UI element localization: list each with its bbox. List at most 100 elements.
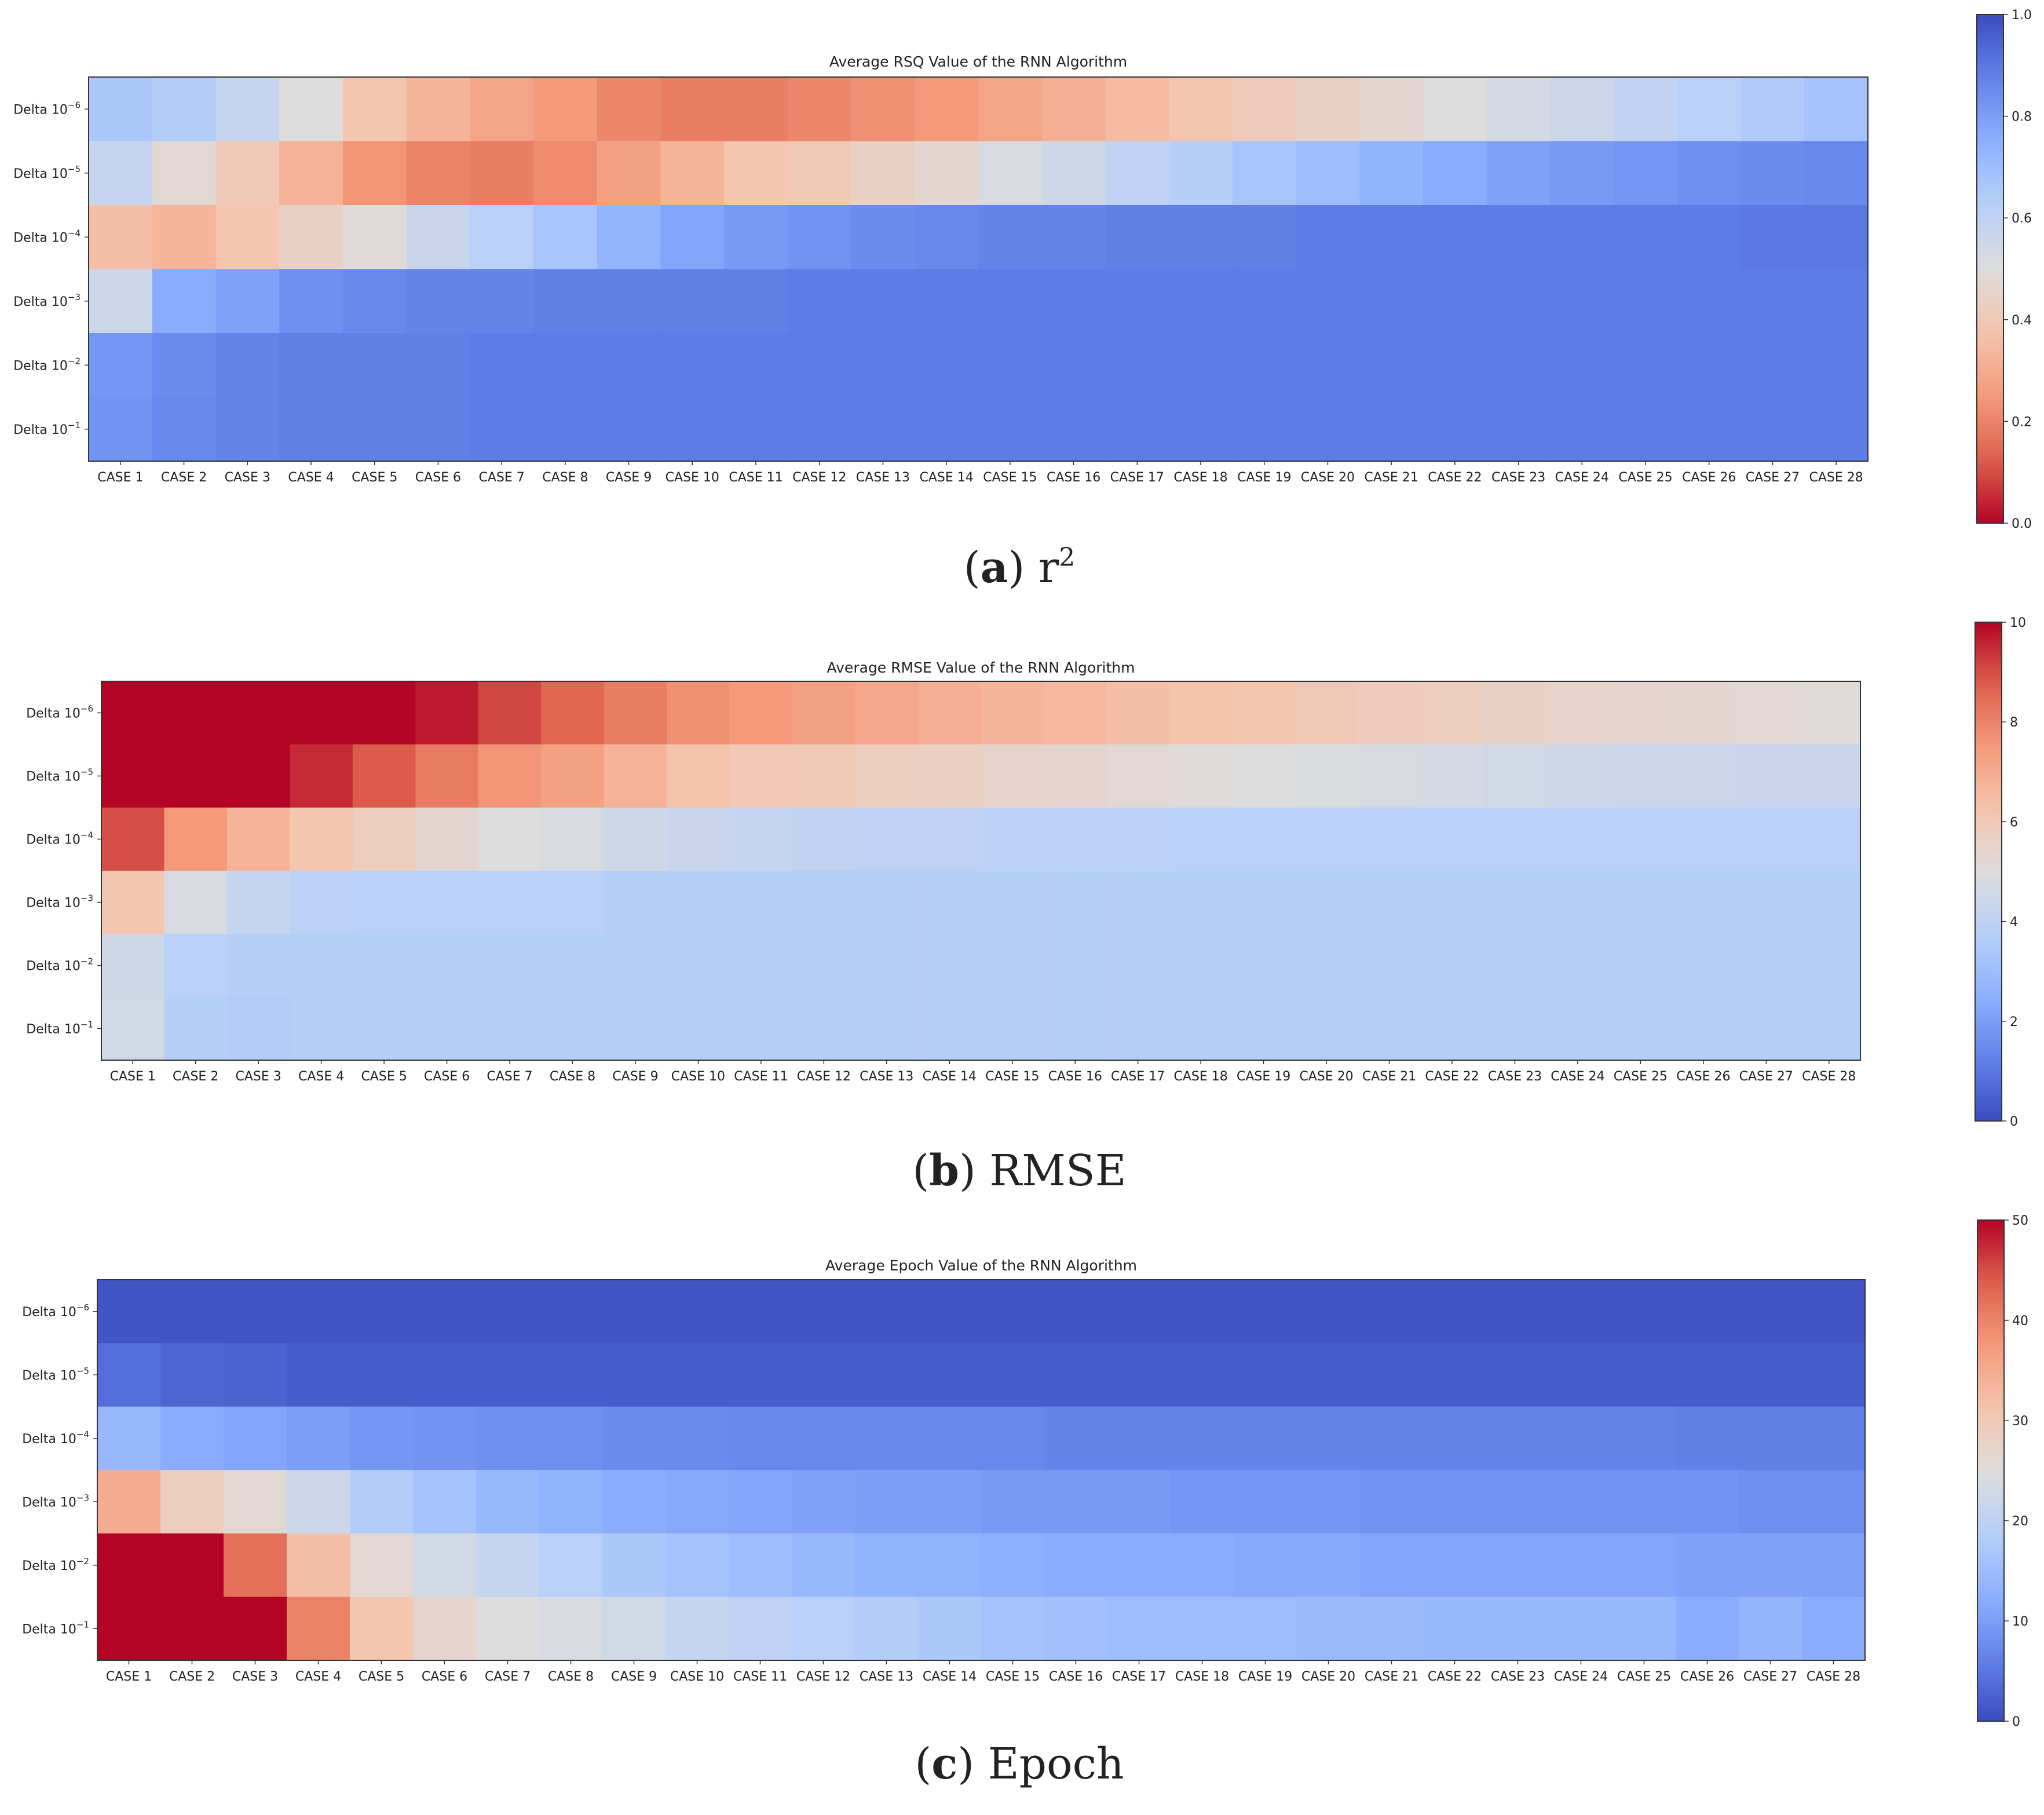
- y-tick-label: Delta 10−4: [26, 830, 93, 848]
- heatmap-cell: [855, 1343, 919, 1407]
- heatmap-cell: [1358, 808, 1421, 871]
- heatmap-cell: [918, 1533, 982, 1598]
- heatmap-cell: [1423, 1280, 1487, 1344]
- x-tick-label: CASE 5: [352, 470, 397, 485]
- heatmap-cell: [1043, 681, 1107, 745]
- heatmap-cell: [1802, 1407, 1866, 1471]
- heatmap-cell: [602, 1407, 666, 1471]
- heatmap-cell: [1106, 808, 1170, 871]
- heatmap-cell: [666, 1533, 729, 1598]
- heatmap-cell: [918, 1597, 982, 1661]
- heatmap-cell: [978, 333, 1043, 398]
- heatmap-cell: [406, 397, 471, 462]
- heatmap-cell: [855, 1280, 919, 1344]
- heatmap-cell: [1483, 744, 1547, 808]
- heatmap-cell: [666, 1597, 729, 1661]
- heatmap-cell: [1420, 744, 1484, 808]
- heatmap-cell: [89, 141, 153, 206]
- x-tick-label: CASE 19: [1238, 1670, 1292, 1684]
- heatmap-cell: [1804, 397, 1869, 462]
- heatmap-cell: [981, 681, 1044, 745]
- heatmap-cell: [660, 397, 725, 462]
- heatmap-cell: [1044, 1407, 1108, 1471]
- heatmap-cell: [729, 1407, 792, 1471]
- heatmap-cell: [792, 997, 856, 1061]
- heatmap-cell: [1804, 205, 1869, 270]
- x-tick-label: CASE 9: [606, 470, 652, 485]
- colorbar-tick-label: 4: [2010, 915, 2018, 930]
- heatmap-cell: [1041, 205, 1106, 270]
- heatmap-cell: [1797, 934, 1861, 998]
- heatmap-cell: [1107, 1533, 1171, 1598]
- colorbar-tick-label: 10: [2010, 616, 2026, 630]
- heatmap-cell: [1672, 934, 1735, 998]
- heatmap-cell: [1360, 1407, 1424, 1471]
- heatmap-cell: [602, 1597, 666, 1661]
- heatmap-cell: [1423, 1470, 1487, 1534]
- heatmap-cell: [729, 1280, 792, 1344]
- heatmap-cell: [89, 77, 153, 142]
- x-tick-label: CASE 4: [288, 470, 334, 485]
- heatmap-cell: [1043, 934, 1107, 998]
- colorbar-tick-label: 6: [2010, 815, 2018, 830]
- chart-title: Average Epoch Value of the RNN Algorithm: [825, 1257, 1137, 1274]
- heatmap-cell: [97, 1407, 161, 1471]
- x-tick-label: CASE 5: [359, 1670, 404, 1684]
- heatmap-cell: [1041, 333, 1106, 398]
- heatmap-cell: [1358, 997, 1421, 1061]
- x-tick-label: CASE 25: [1618, 470, 1672, 485]
- heatmap-cell: [1486, 1343, 1550, 1407]
- x-tick-label: CASE 12: [796, 1670, 850, 1684]
- x-tick-label: CASE 20: [1299, 1069, 1353, 1084]
- heatmap-cell: [1423, 77, 1487, 142]
- heatmap-cell: [1234, 1343, 1297, 1407]
- heatmap-cell: [352, 744, 416, 808]
- heatmap-cell: [1486, 269, 1551, 334]
- heatmap-cell: [470, 77, 534, 142]
- heatmap-cell: [1802, 1280, 1866, 1344]
- heatmap-cell: [1169, 808, 1233, 871]
- heatmap-cell: [604, 997, 667, 1061]
- heatmap-cell: [539, 1343, 603, 1407]
- heatmap-cell: [1797, 808, 1861, 871]
- heatmap-cell: [279, 77, 343, 142]
- heatmap-cell: [533, 141, 598, 206]
- x-tick-label: CASE 3: [232, 1670, 278, 1684]
- x-tick-label: CASE 13: [860, 1670, 913, 1684]
- x-tick-label: CASE 24: [1551, 1069, 1604, 1084]
- heatmap-cell: [478, 934, 542, 998]
- heatmap-cell: [1043, 808, 1107, 871]
- heatmap-cell: [1549, 1533, 1613, 1598]
- colorbar-tick-label: 0.0: [2012, 517, 2032, 531]
- heatmap-cell: [1546, 997, 1610, 1061]
- colorbar: [1974, 622, 2002, 1122]
- y-tick-label: Delta 10−3: [13, 292, 81, 309]
- heatmap-cell: [981, 934, 1044, 998]
- x-tick-label: CASE 10: [670, 1670, 724, 1684]
- heatmap-cell: [541, 808, 605, 871]
- heatmap-cell: [729, 744, 793, 808]
- heatmap-cell: [533, 269, 598, 334]
- heatmap-cell: [1105, 141, 1169, 206]
- heatmap-cell: [279, 205, 343, 270]
- heatmap-cell: [152, 77, 217, 142]
- heatmap-cell: [1423, 1343, 1487, 1407]
- heatmap-cell: [1735, 871, 1798, 934]
- x-tick-label: CASE 8: [550, 1069, 595, 1084]
- heatmap-cell: [470, 269, 534, 334]
- heatmap-cell: [597, 77, 661, 142]
- heatmap-cell: [342, 333, 407, 398]
- x-tick-label: CASE 22: [1425, 1069, 1479, 1084]
- x-tick-label: CASE 16: [1048, 1069, 1102, 1084]
- x-tick-label: CASE 20: [1301, 1670, 1355, 1684]
- heatmap-cell: [1232, 269, 1297, 334]
- heatmap-cell: [1420, 934, 1484, 998]
- x-tick-label: CASE 11: [734, 1069, 788, 1084]
- x-tick-label: CASE 8: [542, 470, 588, 485]
- x-tick-label: CASE 23: [1488, 1069, 1542, 1084]
- heatmap-cell: [792, 871, 856, 934]
- x-tick-label: CASE 7: [487, 1069, 532, 1084]
- x-tick-label: CASE 3: [225, 470, 270, 485]
- x-tick-label: CASE 17: [1110, 470, 1164, 485]
- heatmap-cell: [981, 1343, 1045, 1407]
